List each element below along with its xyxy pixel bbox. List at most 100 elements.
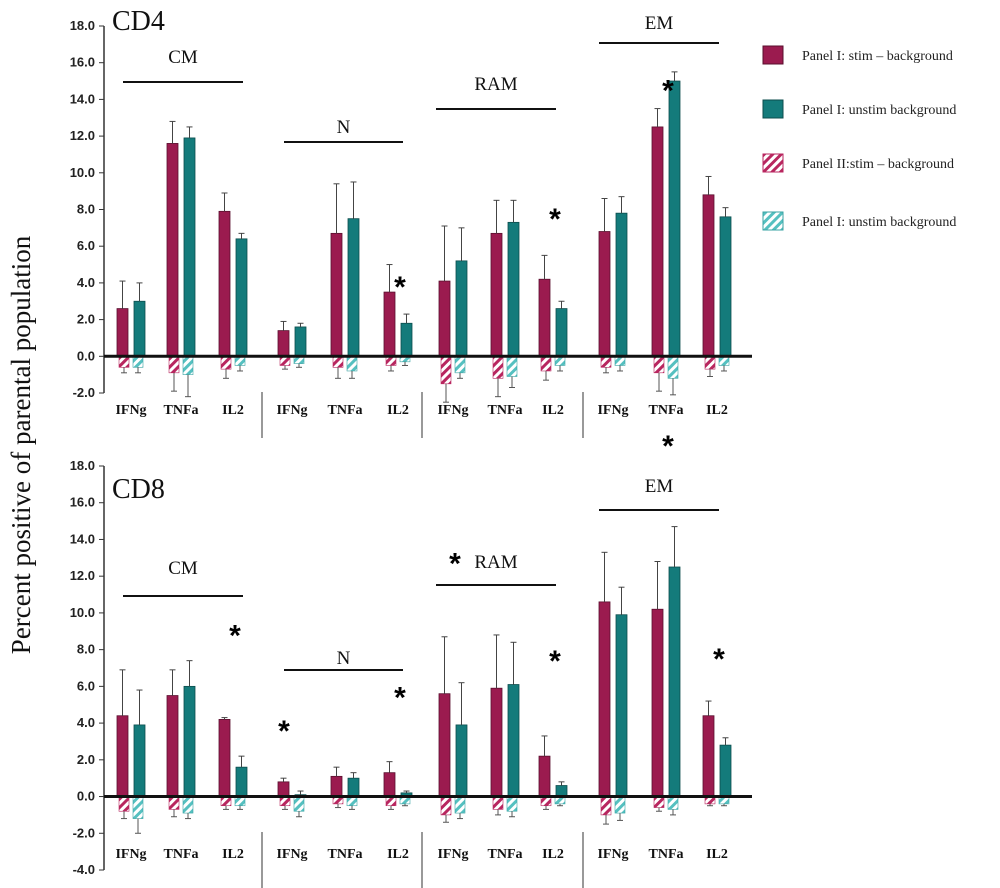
- legend-label: Panel I: unstim background: [802, 215, 956, 230]
- bar: [667, 796, 679, 810]
- y-tick-label: 10.0: [70, 605, 95, 620]
- legend-swatch: [762, 99, 784, 119]
- bar: [133, 724, 146, 797]
- y-tick-label: 0.0: [77, 348, 95, 363]
- group-label: CM: [168, 558, 198, 579]
- bar: [400, 322, 413, 357]
- bar: [440, 355, 452, 385]
- bar: [455, 260, 468, 357]
- bar: [540, 355, 552, 372]
- panel-cd8: CD8 18.0 16.0 14.0 12.0 10.0 8.0 6.0 4.0 2.0 0.0 -2…: [70, 430, 752, 888]
- legend-label: Panel II:stim – background: [802, 157, 954, 172]
- bar: [293, 796, 305, 812]
- bar: [294, 326, 307, 357]
- bar: [600, 796, 612, 816]
- bar: [218, 210, 231, 357]
- bar: [347, 218, 360, 357]
- bar: [218, 719, 231, 797]
- bar: [235, 238, 248, 357]
- significance-star: *: [278, 715, 290, 748]
- category-label: IFNg: [437, 847, 468, 862]
- category-label: IFNg: [437, 403, 468, 418]
- category-label: IFNg: [276, 403, 307, 418]
- bar: [168, 796, 180, 810]
- bar: [235, 766, 248, 797]
- y-tick-label: 8.0: [77, 202, 95, 217]
- category-label: IL2: [706, 403, 728, 418]
- y-tick-label: 2.0: [77, 312, 95, 327]
- significance-star: *: [229, 619, 241, 652]
- bar: [704, 355, 716, 370]
- bar: [598, 231, 611, 357]
- bar: [702, 194, 715, 357]
- bar: [183, 685, 196, 797]
- y-tick-label: 0.0: [77, 789, 95, 804]
- category-label: TNFa: [649, 403, 684, 418]
- significance-star: *: [662, 430, 674, 463]
- bar: [507, 684, 520, 797]
- group-label: RAM: [474, 552, 517, 573]
- y-tick-label: 4.0: [77, 275, 95, 290]
- y-tick-label: 18.0: [70, 18, 95, 33]
- bar: [454, 796, 466, 814]
- bar: [383, 772, 396, 797]
- bar: [118, 796, 130, 812]
- bar: [506, 355, 518, 377]
- bar: [667, 355, 679, 379]
- legend-swatch: [762, 153, 784, 173]
- panel-title: CD4: [112, 6, 165, 37]
- bar: [166, 143, 179, 357]
- significance-star: *: [549, 203, 561, 236]
- category-label: IFNg: [597, 847, 628, 862]
- group-label: EM: [645, 476, 674, 497]
- bar: [133, 300, 146, 357]
- bar: [168, 355, 180, 374]
- category-label: TNFa: [164, 847, 199, 862]
- bar: [332, 355, 344, 368]
- bar: [220, 355, 232, 370]
- category-label: TNFa: [328, 847, 363, 862]
- bar: [555, 308, 568, 357]
- bar: [668, 80, 681, 357]
- bar: [490, 232, 503, 357]
- bar: [330, 775, 343, 797]
- bar: [347, 777, 360, 797]
- bar: [719, 216, 732, 357]
- y-tick-label: 6.0: [77, 678, 95, 693]
- bar: [182, 796, 194, 814]
- bar: [454, 355, 466, 374]
- category-label: IL2: [222, 403, 244, 418]
- y-tick-label: 16.0: [70, 495, 95, 510]
- bar: [440, 796, 452, 816]
- bar: [538, 755, 551, 797]
- category-label: IL2: [542, 847, 564, 862]
- category-label: IFNg: [115, 403, 146, 418]
- significance-star: *: [549, 645, 561, 678]
- bar: [492, 355, 504, 379]
- bar: [598, 601, 611, 797]
- bar: [506, 796, 518, 812]
- bar: [668, 566, 681, 797]
- category-label: TNFa: [328, 403, 363, 418]
- bar: [166, 695, 179, 797]
- legend-item: Panel I: unstim background: [762, 99, 956, 119]
- bar: [183, 137, 196, 357]
- category-label: IL2: [222, 847, 244, 862]
- bar: [132, 796, 144, 819]
- group-label: EM: [645, 13, 674, 34]
- bar: [438, 280, 451, 357]
- bar: [455, 724, 468, 797]
- bar: [118, 355, 130, 368]
- legend-item: Panel II:stim – background: [762, 153, 954, 173]
- category-label: IFNg: [276, 847, 307, 862]
- category-label: IL2: [387, 847, 409, 862]
- y-tick-label: 12.0: [70, 128, 95, 143]
- group-label: N: [337, 648, 351, 669]
- y-axis-label: Percent positive of parental population: [6, 235, 36, 654]
- bar: [538, 278, 551, 357]
- category-label: TNFa: [164, 403, 199, 418]
- bar: [615, 614, 628, 797]
- category-label: IL2: [542, 403, 564, 418]
- y-tick-label: 12.0: [70, 568, 95, 583]
